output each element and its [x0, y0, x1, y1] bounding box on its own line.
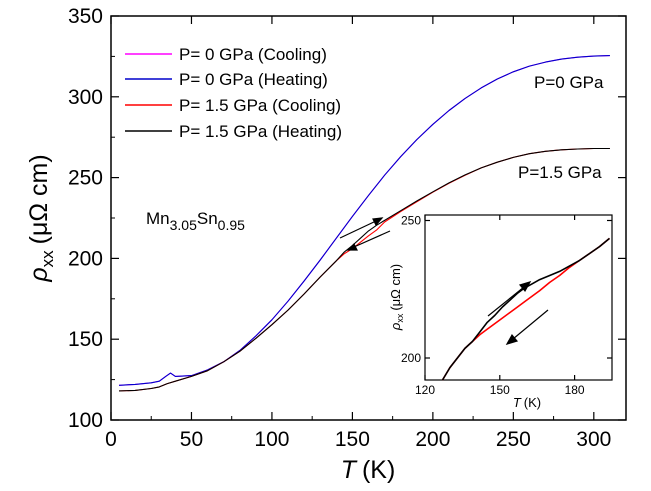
inset-arrow-down-head [505, 333, 519, 345]
compound-sn: Sn [197, 209, 218, 228]
main-arrow-up [339, 220, 377, 239]
inset-axis-ticks: 120 150 180 200 250 [401, 214, 612, 397]
y-axis-symbol: ρ [25, 267, 53, 282]
inset-y-subscript: xx [395, 313, 405, 323]
x-axis-symbol: T [341, 456, 358, 484]
legend-label-0: P= 0 GPa (Cooling) [179, 45, 327, 64]
inset-arrow-down [512, 309, 549, 340]
legend-label-2: P= 1.5 GPa (Cooling) [179, 96, 341, 115]
legend-label-1: P= 0 GPa (Heating) [179, 70, 328, 89]
inset-x-axis-title: T (K) [513, 395, 541, 410]
annotation-p0: P=0 GPa [534, 73, 604, 92]
main-y-tick-label-3: 250 [68, 167, 103, 190]
inset-y-tick-label-1: 250 [401, 214, 421, 228]
inset-x-tick-label-2: 180 [565, 383, 585, 397]
main-series-line-3 [118, 147, 610, 392]
inset-y-axis-title: ρxx (μΩ cm) [388, 264, 405, 331]
inset-x-tick-label-1: 150 [490, 383, 510, 397]
main-arrows [339, 217, 391, 251]
inset-x-unit: (K) [524, 395, 541, 410]
main-x-tick-label-2: 100 [254, 428, 289, 451]
inset-arrow-up [487, 286, 525, 317]
main-axis-ticks: 0 50 100 150 200 250 300 100 150 200 250 300 350 [68, 5, 626, 451]
main-x-tick-label-0: 0 [105, 428, 117, 451]
inset-series-group [441, 237, 611, 381]
inset-arrow-up-head [518, 281, 532, 293]
main-x-tick-label-6: 300 [576, 428, 611, 451]
main-x-tick-label-1: 50 [180, 428, 203, 451]
main-arrow-down-head [346, 242, 358, 251]
inset-series-line-1 [441, 237, 611, 381]
inset-y-symbol: ρ [388, 322, 403, 331]
main-x-tick-label-3: 150 [335, 428, 370, 451]
inset-y-unit: (μΩ cm) [388, 264, 403, 311]
inset-x-tick-label-0: 120 [415, 383, 435, 397]
legend-label-3: P= 1.5 GPa (Heating) [179, 122, 342, 141]
x-axis-title: T (K) [341, 456, 396, 484]
inset-y-tick-label-0: 200 [401, 351, 421, 365]
y-axis-subscript: xx [38, 250, 57, 268]
inset-x-symbol: T [513, 395, 522, 410]
legend: P= 0 GPa (Cooling) P= 0 GPa (Heating) P=… [125, 45, 342, 141]
main-arrow-up-head [372, 217, 384, 227]
annotation-compound: Mn3.05Sn0.95 [146, 209, 245, 233]
main-y-tick-label-4: 300 [68, 86, 103, 109]
main-y-tick-label-2: 200 [68, 247, 103, 270]
main-x-tick-label-4: 200 [415, 428, 450, 451]
main-y-tick-label-5: 350 [68, 5, 103, 28]
main-y-tick-label-1: 150 [68, 328, 103, 351]
inset-plot-frame [424, 214, 613, 381]
compound-sub-1: 3.05 [170, 217, 197, 233]
main-series-line-1 [118, 55, 610, 386]
main-x-tick-label-5: 250 [496, 428, 531, 451]
inset-arrows [487, 281, 549, 345]
main-y-tick-label-0: 100 [68, 409, 103, 432]
annotation-p15: P=1.5 GPa [518, 163, 602, 182]
y-axis-title: ρxx (μΩ cm) [25, 154, 57, 282]
compound-mn: Mn [146, 209, 170, 228]
y-axis-unit: (μΩ cm) [25, 154, 53, 244]
compound-sub-2: 0.95 [218, 217, 245, 233]
x-axis-unit: (K) [362, 456, 395, 484]
main-arrow-down [353, 230, 391, 248]
